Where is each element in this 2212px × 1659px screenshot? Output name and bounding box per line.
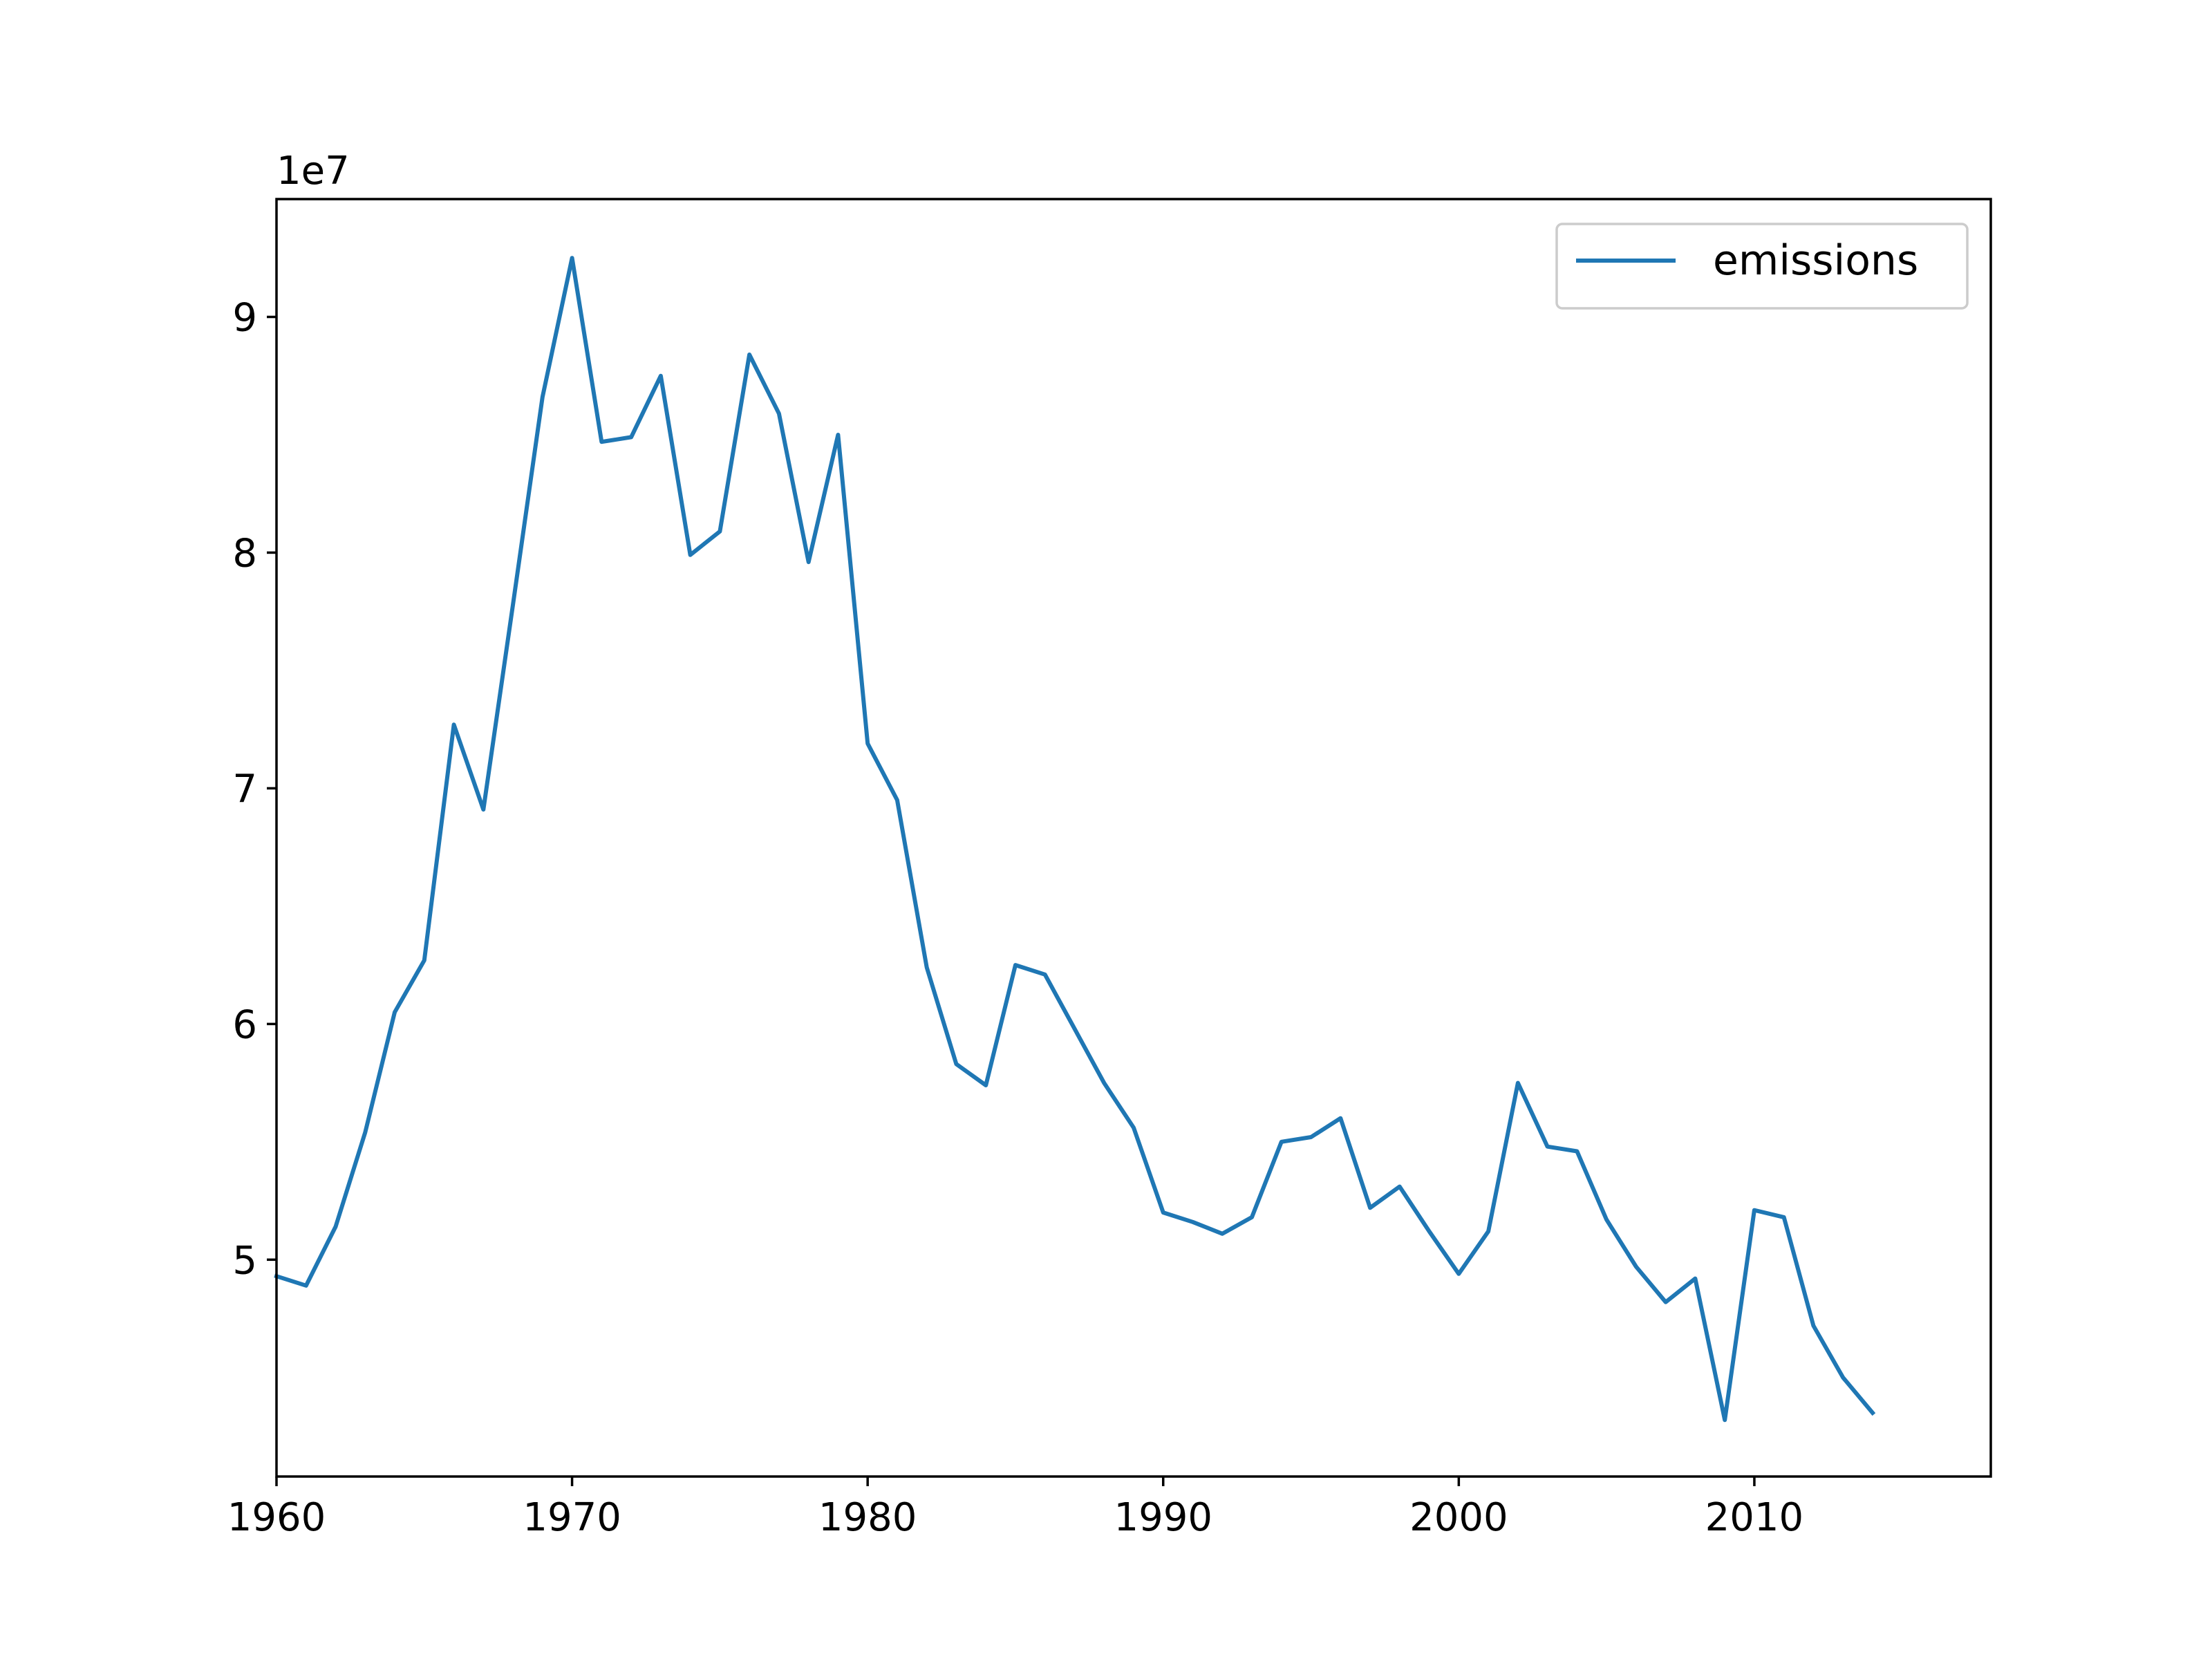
x-tick-label: 1990 [1114, 1495, 1213, 1540]
x-tick-label: 1970 [523, 1495, 621, 1540]
x-tick-label: 1980 [818, 1495, 917, 1540]
x-axis: 1960 1970 1980 1990 2000 2010 [227, 1477, 1803, 1540]
legend-box [1555, 223, 1969, 310]
x-tick-label: 2010 [1705, 1495, 1804, 1540]
axes-frame [275, 198, 1992, 1478]
legend-label-emissions: emissions [1713, 236, 1918, 285]
y-tick-label: 9 [232, 295, 257, 340]
series-line-emissions [274, 256, 1876, 1423]
x-tick-label: 2000 [1409, 1495, 1508, 1540]
y-axis: 5 6 7 8 9 [232, 295, 276, 1283]
plot-area [274, 256, 1876, 1423]
legend: emissions [1555, 223, 1969, 310]
y-tick-label: 8 [232, 531, 257, 576]
y-tick-label: 6 [232, 1002, 257, 1047]
y-axis-offset-label: 1e7 [276, 149, 350, 194]
x-tick-label: 1960 [227, 1495, 326, 1540]
y-tick-label: 7 [232, 767, 257, 812]
y-tick-label: 5 [232, 1238, 257, 1283]
